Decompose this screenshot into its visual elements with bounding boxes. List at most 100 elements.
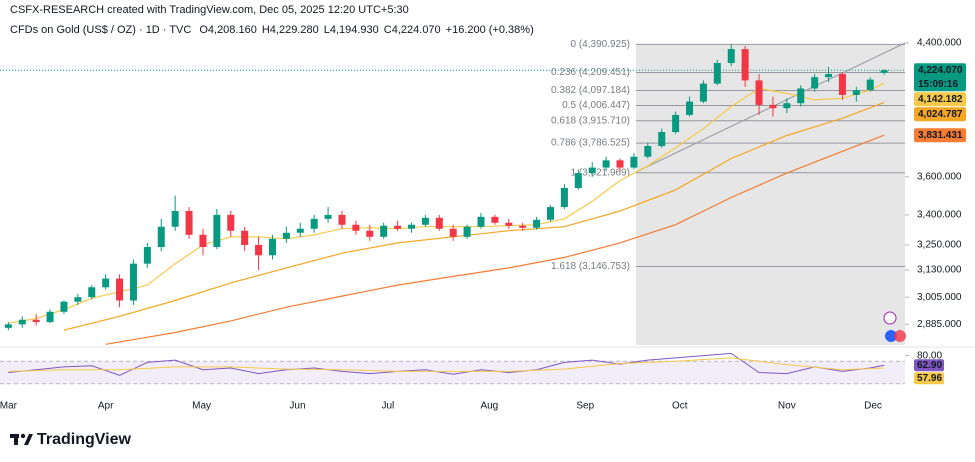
price-label: 4,024.787 [918, 109, 963, 120]
legend-prefix: C [384, 24, 392, 36]
candle-body [171, 210, 179, 227]
rsi-line [8, 352, 885, 376]
price-label-box [914, 107, 966, 122]
candle-body [435, 217, 443, 229]
legend-value: 4,229.280 [270, 24, 319, 36]
price-label: 3,831.431 [918, 130, 963, 141]
fib-label: 0.618 (3,915.710) [551, 115, 630, 126]
candle-body [157, 226, 165, 248]
candle-body [366, 230, 374, 237]
candle-body [282, 232, 290, 239]
brand: TradingView [37, 431, 132, 448]
candle-body [616, 160, 624, 168]
legend-value: 4,224.070 [392, 24, 441, 36]
x-tick-label: Oct [672, 401, 688, 412]
x-tick-label: Apr [98, 401, 114, 412]
rsi-label-box [914, 359, 944, 372]
y-tick-label: 2,885.000 [917, 319, 962, 330]
candle-body [783, 103, 791, 109]
candle-body [533, 219, 541, 228]
candle-body [463, 226, 471, 237]
y-tick-label: 3,600.000 [917, 171, 962, 182]
moving-average [105, 134, 885, 345]
fib-label: 0.236 (4,209.451) [551, 67, 630, 78]
candle-body [407, 224, 415, 229]
flag-icon [894, 330, 906, 342]
y-tick-label: 3,400.000 [917, 210, 962, 221]
candle-body [797, 88, 805, 104]
price-label: 4,224.070 [918, 65, 963, 76]
x-tick-label: Jul [381, 401, 394, 412]
candle-body [268, 238, 276, 256]
candle-body [630, 156, 638, 168]
candle-body [143, 247, 151, 264]
x-tick-label: Sep [576, 401, 594, 412]
rsi-line [8, 357, 885, 372]
candle-body [602, 160, 610, 168]
candle-body [699, 83, 707, 102]
candle-body [60, 301, 68, 312]
price-label-box [914, 128, 966, 143]
y-tick-label: 4,400.000 [917, 38, 962, 49]
candle-body [519, 225, 527, 228]
fib-label: 0.382 (4,097.184) [551, 85, 630, 96]
legend-prefix: L [324, 24, 330, 36]
flag-icon [885, 330, 897, 342]
candle-body [32, 319, 40, 323]
candle-body [741, 49, 749, 81]
candle-body [588, 167, 596, 174]
y-tick-label: 3,250.000 [917, 240, 962, 251]
candle-body [324, 214, 332, 219]
rsi-tick-label: 80.00 [917, 350, 942, 361]
candle-body [755, 80, 763, 105]
candle-body [658, 132, 666, 147]
candle-body [18, 319, 26, 325]
candle-body [491, 216, 499, 223]
y-tick-label: 3,130.000 [917, 265, 962, 276]
moving-average [63, 101, 885, 331]
candle-body [644, 146, 652, 157]
price-label: 4,142.182 [918, 94, 963, 105]
candle-body [686, 101, 694, 115]
candle-body [880, 70, 888, 73]
candle-body [421, 217, 429, 225]
candle-body [574, 173, 582, 188]
candle-body [811, 77, 819, 89]
fib-label: 0 (4,390.925) [571, 39, 631, 50]
candle-body [74, 297, 82, 302]
candle-body [116, 278, 124, 301]
event-icon [883, 311, 897, 325]
fib-label: 1.618 (3,146.753) [551, 261, 630, 272]
fib-label: 1 (3,621.969) [571, 167, 631, 178]
candle-body [394, 225, 402, 229]
candle-body [338, 214, 346, 225]
fib-zone [636, 44, 905, 346]
candle-body [296, 228, 304, 233]
legend-value: 4,194.930 [330, 24, 379, 36]
rsi-label: 62.90 [917, 360, 942, 371]
candle-body [380, 225, 388, 237]
price-label-box [914, 63, 966, 92]
legend-change: +16.200 (+0.38%) [446, 24, 534, 36]
ohlc-legend: O 4,208.160 H 4,229.280 L 4,194.930 C 4,224.070… [199, 24, 533, 36]
candle-body [838, 74, 846, 95]
candle-body [255, 244, 263, 256]
candle-body [505, 222, 513, 226]
fib-label: 0.786 (3,786.525) [551, 138, 630, 149]
candle-body [241, 230, 249, 245]
candle-body [227, 214, 235, 231]
candle-body [449, 228, 457, 237]
candle-body [560, 187, 568, 208]
candle-body [213, 214, 221, 248]
candle-body [185, 210, 193, 235]
candle-body [88, 287, 96, 298]
candle-body [352, 224, 360, 231]
candle-body [102, 278, 110, 288]
candle-body [825, 74, 833, 78]
legend-value: 4,208.160 [208, 24, 257, 36]
x-tick-label: May [192, 401, 211, 412]
price-label: 15:09:16 [918, 79, 958, 90]
candle-body [477, 216, 485, 227]
